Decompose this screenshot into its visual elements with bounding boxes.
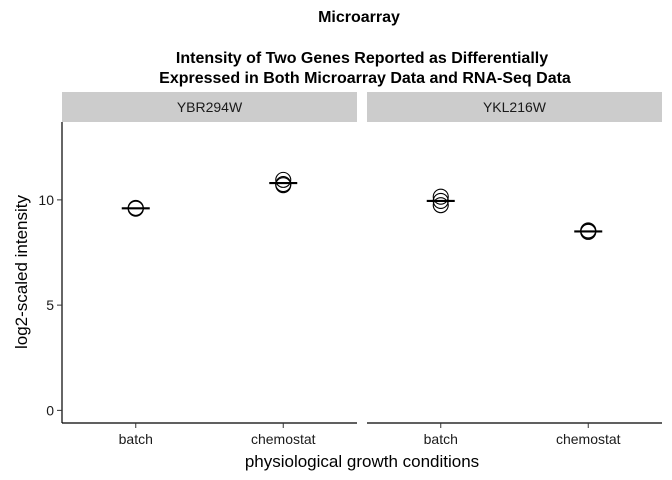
x-tick-label: chemostat: [251, 431, 316, 447]
y-axis: 0 5 10: [38, 122, 63, 423]
y-tick-label: 5: [46, 297, 54, 313]
data-point: [275, 177, 292, 194]
facet-strip: [367, 92, 662, 122]
y-axis-title: log2-scaled intensity: [12, 194, 31, 349]
facet-strip-label: YKL216W: [483, 99, 547, 115]
facet-panel-YKL216W: YKL216W batch chemostat: [367, 92, 662, 447]
data-point: [432, 197, 449, 214]
facet-panel-YBR294W: YBR294W batch chemostat: [62, 92, 357, 447]
x-tick-label: batch: [119, 431, 153, 447]
facet-strip-label: YBR294W: [177, 99, 243, 115]
x-tick-label: chemostat: [556, 431, 621, 447]
chart-subtitle-line-1: Intensity of Two Genes Reported as Diffe…: [176, 50, 548, 67]
data-point: [275, 171, 292, 188]
y-tick-label: 10: [38, 192, 54, 208]
chart-subtitle-line-2: Expressed in Both Microarray Data and RN…: [159, 70, 571, 87]
chart-title: Microarray: [318, 9, 400, 26]
facet-panels: YBR294W batch chemostat YKL216W batch chemost…: [62, 92, 662, 447]
facet-strip: [62, 92, 357, 122]
x-axis-title: physiological growth conditions: [245, 452, 479, 471]
y-tick-label: 0: [46, 402, 54, 418]
data-point: [432, 188, 449, 205]
x-tick-label: batch: [424, 431, 458, 447]
